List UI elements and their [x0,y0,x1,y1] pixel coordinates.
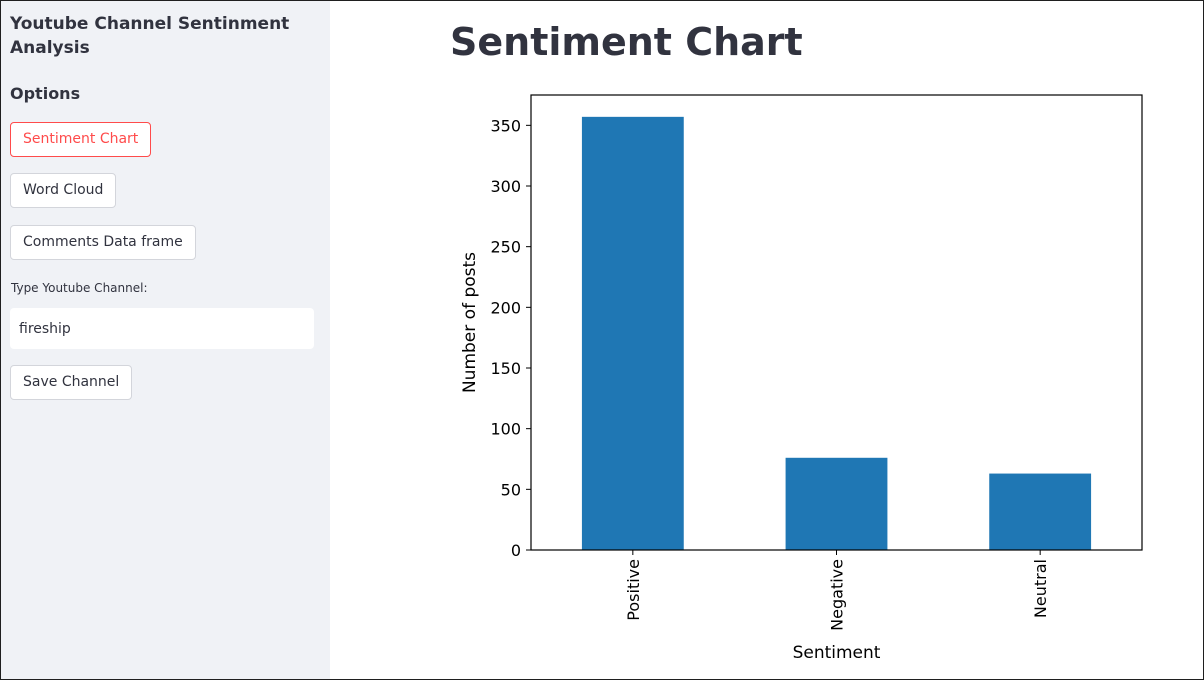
y-tick-label: 150 [490,359,521,378]
comments-data-frame-button[interactable]: Comments Data frame [10,225,196,260]
x-tick-label: Negative [828,559,847,631]
bar-negative [785,457,888,550]
page-title: Sentiment Chart [450,20,803,64]
sidebar: Youtube Channel Sentinment Analysis Opti… [1,1,330,679]
y-tick-label: 50 [501,480,521,499]
y-tick-label: 250 [490,238,521,257]
y-tick-label: 0 [511,541,521,560]
y-tick-label: 100 [490,420,521,439]
sidebar-title: Youtube Channel Sentinment Analysis [10,14,290,58]
save-channel-button[interactable]: Save Channel [10,365,133,400]
x-axis-label: Sentiment [793,643,881,663]
channel-input[interactable] [10,308,314,349]
y-tick-label: 350 [490,116,521,135]
bar-neutral [989,473,1092,550]
bar-positive [581,116,684,550]
sentiment-chart-button[interactable]: Sentiment Chart [10,122,152,157]
sentiment-bar-chart: Positive Negative Neutral 0 50 100 150 200 250 30… [460,94,1143,663]
y-tick-label: 200 [490,298,521,317]
word-cloud-button[interactable]: Word Cloud [10,173,117,208]
y-tick-label: 300 [490,177,521,196]
x-tick-label: Neutral [1031,559,1050,618]
plot-frame [530,94,1143,551]
options-label: Options [10,84,81,103]
channel-input-label: Type Youtube Channel: [11,281,148,295]
x-tick-label: Positive [624,559,643,621]
y-axis-label: Number of posts [460,252,480,393]
